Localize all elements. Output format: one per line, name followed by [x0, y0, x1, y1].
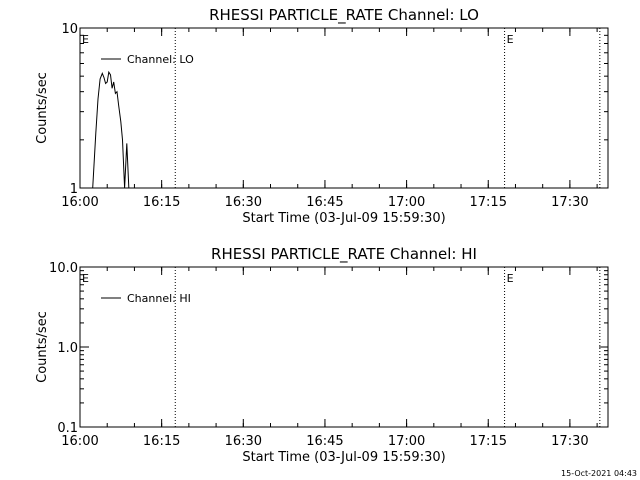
- x-tick-label: 16:00: [61, 434, 98, 449]
- x-tick-label: 16:30: [225, 434, 262, 449]
- x-tick-label: 16:45: [306, 434, 343, 449]
- x-tick-label: 17:30: [551, 434, 588, 449]
- y-tick-label: 10: [61, 22, 78, 37]
- x-tick-label: 17:15: [470, 434, 507, 449]
- time-marker-label: E: [507, 33, 514, 46]
- panel-lo: RHESSI PARTICLE_RATE Channel: LO Counts/s…: [35, 6, 609, 226]
- y-axis-label: Counts/sec: [35, 72, 50, 144]
- x-tick-label: 17:00: [388, 434, 425, 449]
- plot-frame: [79, 27, 609, 189]
- y-tick-label: 10.0: [49, 261, 78, 276]
- legend-label: Channel: LO: [127, 53, 194, 66]
- legend-label: Channel: HI: [127, 292, 191, 305]
- panel-hi: RHESSI PARTICLE_RATE Channel: HI Counts/s…: [35, 245, 609, 465]
- time-marker-label: E: [507, 272, 514, 285]
- x-axis-label: Start Time (03-Jul-09 15:59:30): [242, 450, 445, 465]
- x-tick-label: 17:15: [470, 195, 507, 210]
- x-tick-label: 16:15: [143, 434, 180, 449]
- x-tick-label: 17:00: [388, 195, 425, 210]
- start-marker-label: E: [82, 33, 89, 46]
- x-tick-label: 17:30: [551, 195, 588, 210]
- y-axis-label: Counts/sec: [35, 311, 50, 383]
- x-tick-label: 16:00: [61, 195, 98, 210]
- x-tick-label: 16:45: [306, 195, 343, 210]
- chart-title: RHESSI PARTICLE_RATE Channel: LO: [209, 6, 479, 25]
- x-tick-label: 16:30: [225, 195, 262, 210]
- x-axis-label: Start Time (03-Jul-09 15:59:30): [242, 211, 445, 226]
- series-line-channello: [92, 70, 130, 188]
- chart-title: RHESSI PARTICLE_RATE Channel: HI: [211, 245, 477, 264]
- plot-timestamp: 15-Oct-2021 04:43: [561, 469, 637, 478]
- y-tick-label: 1: [70, 182, 78, 197]
- x-tick-label: 16:15: [143, 195, 180, 210]
- y-tick-label: 0.1: [57, 421, 78, 436]
- y-tick-label: 1.0: [57, 341, 78, 356]
- start-marker-label: E: [82, 272, 89, 285]
- plot-frame: [79, 266, 609, 428]
